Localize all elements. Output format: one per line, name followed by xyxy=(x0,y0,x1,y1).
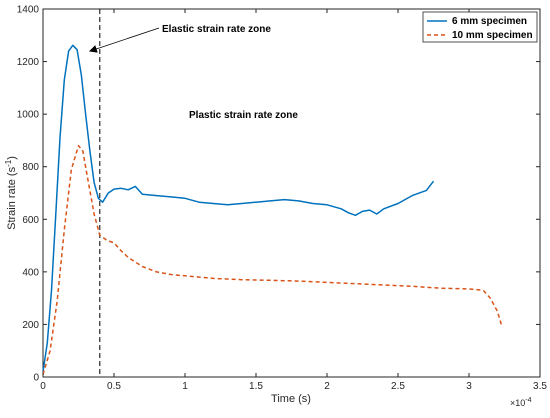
annotation-elastic: Elastic strain rate zone xyxy=(162,24,271,35)
series-line-0 xyxy=(42,44,435,372)
y-tick-label: 1200 xyxy=(17,57,40,68)
y-tick-label: 1400 xyxy=(17,5,40,16)
y-axis-title: Strain rate (s-1) xyxy=(4,156,18,230)
y-tick-label: 600 xyxy=(22,215,39,226)
legend-box xyxy=(422,11,538,43)
x-multiplier-exponent: -4 xyxy=(525,397,531,404)
legend: 6 mm specimen 10 mm specimen xyxy=(422,11,538,43)
y-tick-label: 0 xyxy=(33,373,39,384)
x-tick-label: 0.5 xyxy=(107,381,121,392)
x-tick-label: 1.5 xyxy=(249,381,263,392)
y-axis-title-exponent: -1 xyxy=(4,159,13,167)
y-tick-label: 200 xyxy=(22,320,39,331)
y-tick-label: 800 xyxy=(22,162,39,173)
x-tick-label: 0 xyxy=(40,381,46,392)
y-tick-label: 400 xyxy=(22,267,39,278)
y-axis-title-close: ) xyxy=(6,156,18,160)
x-tick-label: 2.5 xyxy=(391,381,405,392)
legend-label-10mm: 10 mm specimen xyxy=(452,30,533,41)
y-axis-title-main: Strain rate (s xyxy=(6,166,18,229)
x-tick-label: 3.5 xyxy=(533,381,547,392)
legend-label-6mm: 6 mm specimen xyxy=(452,16,527,27)
x-multiplier: ×10-4 xyxy=(510,397,532,408)
x-axis-title: Time (s) xyxy=(271,393,311,405)
annotation-plastic: Plastic strain rate zone xyxy=(189,110,298,121)
x-tick-label: 3 xyxy=(466,381,472,392)
x-tick-label: 2 xyxy=(324,381,330,392)
x-tick-label: 1 xyxy=(182,381,188,392)
x-multiplier-base: ×10 xyxy=(510,398,525,408)
series-line-1 xyxy=(42,144,503,375)
y-tick-label: 1000 xyxy=(17,110,40,121)
annotation-arrow xyxy=(88,27,160,53)
plot-area xyxy=(42,8,541,378)
